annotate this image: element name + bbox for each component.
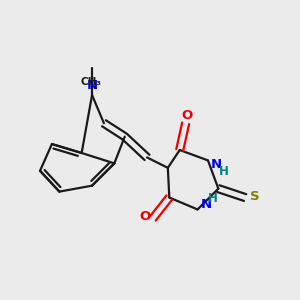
Text: CH₃: CH₃ <box>80 76 101 87</box>
Text: H: H <box>218 165 228 178</box>
Text: H: H <box>208 192 218 205</box>
Text: S: S <box>250 190 260 202</box>
Text: N: N <box>200 199 212 212</box>
Text: O: O <box>182 109 193 122</box>
Text: O: O <box>139 210 150 224</box>
Text: N: N <box>211 158 222 171</box>
Text: N: N <box>86 79 98 92</box>
